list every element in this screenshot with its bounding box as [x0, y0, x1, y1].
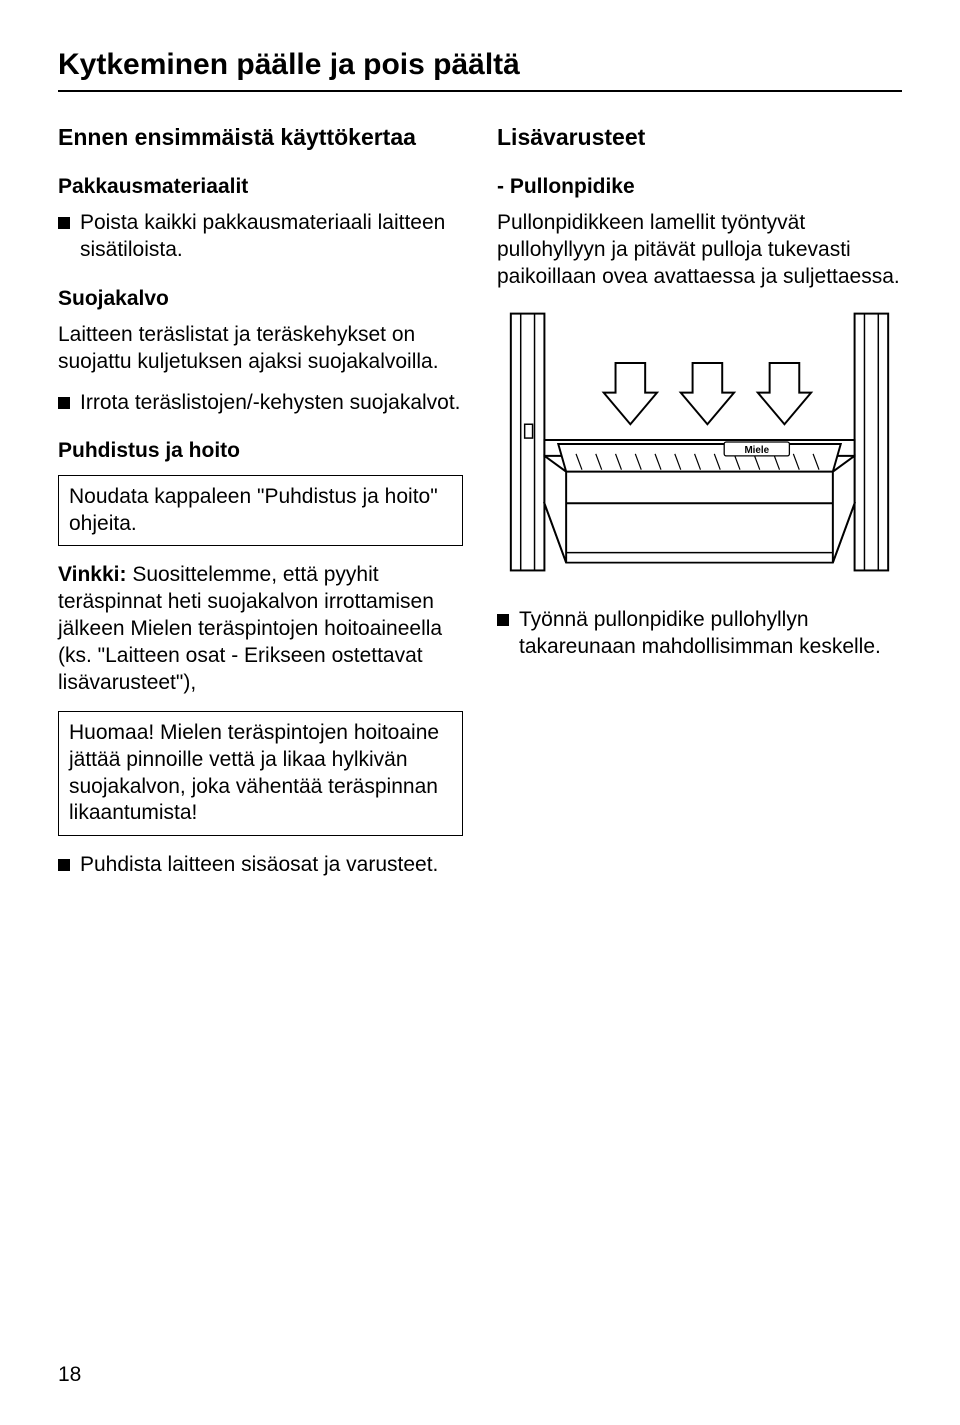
brand-label: Miele [744, 445, 769, 456]
bullet-clean-interior: Puhdista laitteen sisäosat ja varusteet. [58, 852, 463, 879]
para-vinkki: Vinkki: Suosittelemme, että pyyhit teräs… [58, 562, 463, 696]
bullet-text: Puhdista laitteen sisäosat ja varusteet. [80, 852, 438, 879]
bottle-holder-illustration: Miele [497, 304, 902, 584]
section-heading-accessories: Lisävarusteet [497, 124, 902, 152]
para-protective-film: Laitteen teräslistat ja teräskehykset on… [58, 322, 463, 376]
para-bottle-holder: Pullonpidikkeen lamellit työntyvät pullo… [497, 210, 902, 291]
two-column-layout: Ennen ensimmäistä käyttökertaa Pakkausma… [58, 124, 902, 893]
vinkki-label: Vinkki: [58, 563, 126, 586]
bullet-text: Työnnä pullonpidike pullohyllyn takareun… [519, 607, 902, 661]
subheading-cleaning: Puhdistus ja hoito [58, 438, 463, 464]
right-column: Lisävarusteet - Pullonpidike Pullonpidik… [497, 124, 902, 893]
bullet-insert-holder: Työnnä pullonpidike pullohyllyn takareun… [497, 607, 902, 661]
bullet-remove-film: Irrota teräslistojen/-kehysten suojakalv… [58, 390, 463, 417]
arrow-icon [758, 363, 811, 424]
subheading-protective-film: Suojakalvo [58, 286, 463, 312]
note-box-follow-instructions: Noudata kappaleen "Puhdistus ja hoito" o… [58, 475, 463, 547]
section-heading-before-first-use: Ennen ensimmäistä käyttökertaa [58, 124, 463, 152]
arrow-icon [681, 363, 734, 424]
page-number: 18 [58, 1363, 81, 1387]
bullet-square-icon [58, 859, 70, 871]
bullet-square-icon [58, 217, 70, 229]
bullet-text: Irrota teräslistojen/-kehysten suojakalv… [80, 390, 461, 417]
bullet-square-icon [58, 397, 70, 409]
note-box-huomaa: Huomaa! Mielen teräspintojen hoitoaine j… [58, 711, 463, 837]
bullet-square-icon [497, 614, 509, 626]
subheading-bottle-holder: - Pullonpidike [497, 174, 902, 200]
subheading-packaging: Pakkausmateriaalit [58, 174, 463, 200]
page-title: Kytkeminen päälle ja pois päältä [58, 48, 902, 92]
arrow-icon [604, 363, 657, 424]
left-column: Ennen ensimmäistä käyttökertaa Pakkausma… [58, 124, 463, 893]
bullet-text: Poista kaikki pakkausmateriaali laitteen… [80, 210, 463, 264]
bullet-remove-packaging: Poista kaikki pakkausmateriaali laitteen… [58, 210, 463, 264]
